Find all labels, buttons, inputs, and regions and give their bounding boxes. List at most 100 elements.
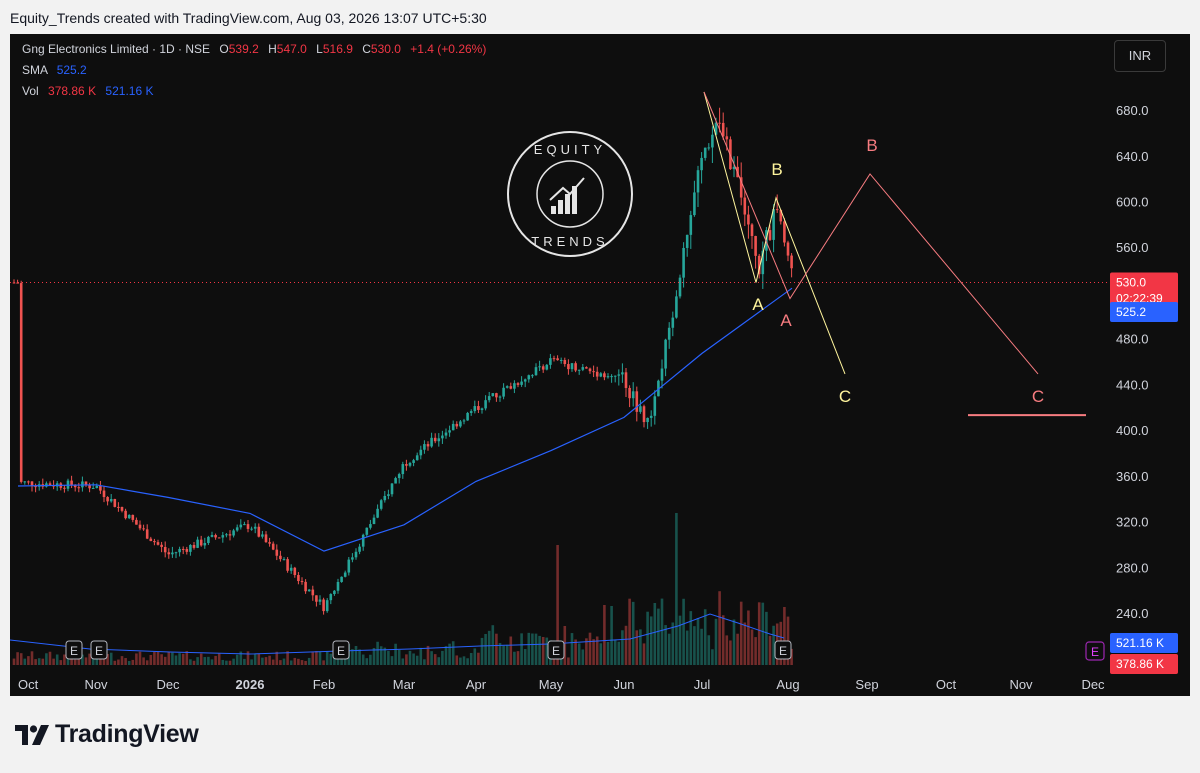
candle-body xyxy=(559,360,563,362)
candle xyxy=(228,530,232,541)
volume-bar xyxy=(178,653,181,665)
candle xyxy=(761,241,765,289)
candle-body xyxy=(577,369,581,371)
candle-body xyxy=(275,549,279,556)
candle xyxy=(754,235,757,269)
candle-body xyxy=(351,557,354,560)
volume-bar xyxy=(135,653,138,665)
low-value: 516.9 xyxy=(322,42,353,56)
volume-bar xyxy=(268,655,271,665)
volume-bar xyxy=(235,654,239,665)
candle xyxy=(369,519,372,530)
candle xyxy=(210,531,214,538)
candle xyxy=(383,490,387,503)
candle xyxy=(531,374,534,379)
candle-body xyxy=(667,327,671,340)
volume-bar xyxy=(282,658,286,665)
volume-bar xyxy=(606,641,610,665)
candle-body xyxy=(423,444,426,450)
candle xyxy=(747,205,750,239)
candle xyxy=(541,364,545,373)
volume-bar xyxy=(70,656,73,665)
candle xyxy=(109,494,113,503)
candle-body xyxy=(498,396,502,398)
candle xyxy=(19,280,23,484)
candle-body xyxy=(142,528,145,530)
earnings-marker-box xyxy=(90,640,108,660)
volume-bar xyxy=(181,653,185,665)
tradingview-logo[interactable]: TradingView xyxy=(15,720,199,749)
watermark-bottom-text: TRENDS xyxy=(531,234,608,249)
earnings-marker-label: E xyxy=(70,644,78,658)
volume-bar xyxy=(160,654,163,665)
candle-body xyxy=(527,375,531,380)
volume-bar xyxy=(16,652,19,665)
volume-bar xyxy=(610,605,613,665)
volume-bar xyxy=(502,645,505,665)
chart-panel[interactable]: B A C B A C EQUITY TRENDS 240.0 280.0 320.0 360.0 40… xyxy=(10,34,1190,696)
volume-bar xyxy=(585,638,588,665)
candle-body xyxy=(750,224,754,237)
upcoming-earnings-label: E xyxy=(1091,645,1099,659)
candle-body xyxy=(725,136,729,140)
candle-body xyxy=(412,460,415,463)
volume-bar xyxy=(541,637,545,665)
volume-bar xyxy=(401,658,405,665)
volume-bar xyxy=(250,659,253,665)
volume-bar xyxy=(333,657,336,665)
candle xyxy=(358,543,361,555)
volume-bar xyxy=(491,625,495,665)
candle xyxy=(397,472,401,484)
watermark-bar xyxy=(551,206,556,214)
volume-bar xyxy=(513,651,516,665)
sma-price-badge-text: 525.2 xyxy=(1116,305,1146,319)
volume-bar xyxy=(174,655,178,665)
candle xyxy=(153,538,156,546)
candle-body xyxy=(63,487,66,489)
currency-button[interactable]: INR xyxy=(1114,40,1166,72)
candle xyxy=(721,112,725,140)
candle-body xyxy=(477,406,480,410)
open-label: O xyxy=(219,42,229,56)
candle xyxy=(567,359,570,375)
candle xyxy=(653,390,657,425)
candle-body xyxy=(534,367,538,376)
candle xyxy=(743,189,747,227)
candle-body xyxy=(484,400,487,409)
candle xyxy=(534,363,538,376)
volume-bar xyxy=(12,658,16,665)
volume-bar xyxy=(588,632,592,665)
candle-body xyxy=(264,534,268,543)
candle-body xyxy=(451,423,455,431)
symbol-legend: Gng Electronics Limited · 1D · NSE O539.… xyxy=(22,42,486,56)
volume-bar xyxy=(48,651,52,665)
y-tick-label: 400.0 xyxy=(1116,423,1149,438)
candle-body xyxy=(124,510,127,519)
candle xyxy=(675,290,678,319)
candle-body xyxy=(693,192,696,216)
candle xyxy=(217,537,221,539)
candle xyxy=(642,404,646,428)
chart-caption: Equity_Trends created with TradingView.c… xyxy=(10,10,487,26)
price-chart[interactable]: B A C B A C EQUITY TRENDS 240.0 280.0 320.0 360.0 40… xyxy=(10,34,1190,696)
candle xyxy=(376,504,379,519)
candle-body xyxy=(480,408,484,410)
candle xyxy=(91,482,95,489)
candle-body xyxy=(664,339,667,369)
candle-body xyxy=(660,368,664,381)
volume-bar xyxy=(361,654,365,665)
candle xyxy=(138,520,142,531)
candle xyxy=(387,489,390,500)
candle-body xyxy=(617,374,621,376)
candle xyxy=(63,485,66,493)
candle-body xyxy=(441,435,444,439)
volume-bar xyxy=(372,647,376,665)
volume-bar xyxy=(153,651,156,665)
candle xyxy=(293,566,297,578)
last-price-badge-bg xyxy=(1110,272,1178,309)
volume-bar xyxy=(304,660,307,665)
candle-body xyxy=(189,544,192,552)
candle xyxy=(581,363,585,372)
last-price-badge-text: 530.0 xyxy=(1116,276,1146,290)
candle xyxy=(635,386,639,422)
